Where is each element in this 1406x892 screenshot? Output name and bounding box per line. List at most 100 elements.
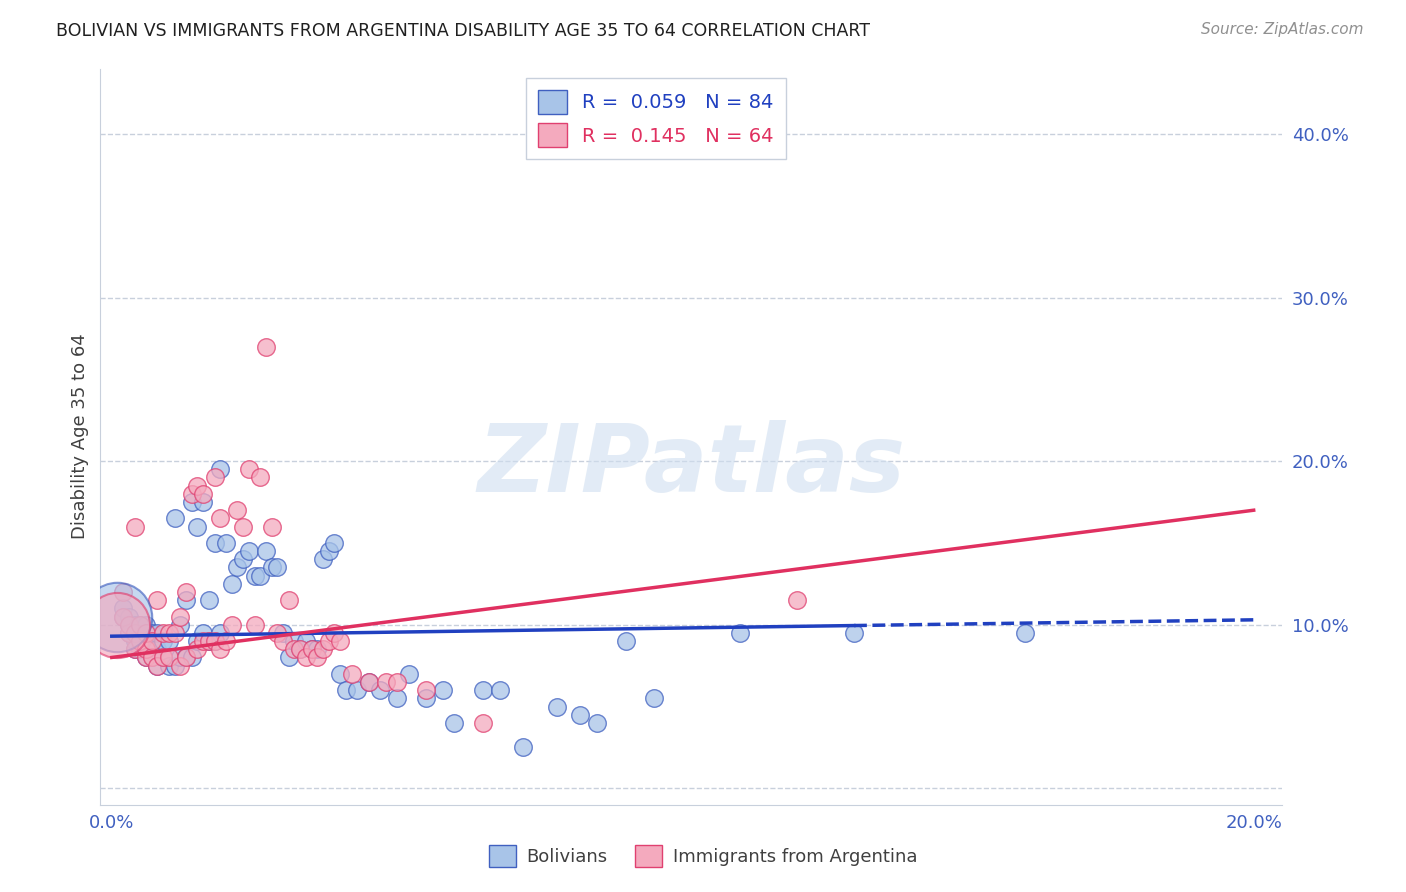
Point (124, 617, 146, 632)
Point (191, 495, 214, 509)
Point (135, 650, 157, 665)
Point (368, 683, 391, 698)
Point (221, 617, 243, 632)
Point (174, 650, 197, 665)
Point (146, 642, 169, 657)
Point (335, 683, 357, 698)
Point (301, 642, 323, 657)
Point (318, 634, 340, 648)
Point (157, 650, 180, 665)
Point (387, 675, 409, 690)
Point (295, 634, 318, 648)
Point (357, 675, 380, 690)
Point (152, 626, 174, 640)
Point (277, 593, 299, 607)
Point (180, 650, 202, 665)
Point (290, 642, 312, 657)
Point (471, 715, 494, 730)
Point (290, 642, 312, 657)
Point (215, 536, 238, 550)
Point (204, 634, 226, 648)
Point (157, 634, 180, 648)
Point (260, 560, 283, 574)
Point (318, 544, 340, 558)
Point (163, 626, 186, 640)
Point (238, 544, 260, 558)
Point (295, 650, 318, 665)
Point (209, 511, 232, 525)
Text: ZIPatlas: ZIPatlas (477, 420, 905, 512)
Point (129, 634, 152, 648)
Point (254, 544, 277, 558)
Point (118, 617, 141, 632)
Point (169, 609, 191, 624)
Point (329, 634, 352, 648)
Point (135, 642, 157, 657)
Point (266, 560, 288, 574)
Point (614, 634, 637, 648)
Point (271, 626, 294, 640)
Point (387, 691, 409, 706)
Point (163, 658, 186, 673)
Point (346, 683, 368, 698)
Point (124, 634, 146, 648)
Point (124, 626, 146, 640)
Point (643, 691, 665, 706)
Point (129, 642, 152, 657)
Point (135, 617, 157, 632)
Point (307, 650, 329, 665)
Point (271, 634, 294, 648)
Point (471, 683, 494, 698)
Y-axis label: Disability Age 35 to 64: Disability Age 35 to 64 (72, 334, 89, 540)
Point (283, 642, 305, 657)
Point (249, 470, 271, 484)
Point (186, 634, 208, 648)
Point (443, 715, 465, 730)
Point (198, 593, 221, 607)
Point (112, 609, 135, 624)
Point (249, 568, 271, 582)
Point (141, 650, 163, 665)
Point (546, 699, 568, 714)
Point (124, 642, 146, 657)
Point (266, 626, 288, 640)
Point (254, 340, 277, 354)
Point (152, 650, 174, 665)
Point (238, 462, 260, 476)
Point (191, 626, 214, 640)
Point (209, 626, 232, 640)
Point (209, 462, 232, 476)
Point (129, 617, 152, 632)
Point (728, 626, 751, 640)
Point (283, 634, 305, 648)
Point (415, 683, 437, 698)
Point (124, 642, 146, 657)
Point (169, 658, 191, 673)
Point (568, 707, 591, 722)
Point (374, 675, 396, 690)
Point (124, 519, 146, 533)
Point (340, 666, 363, 681)
Point (329, 666, 352, 681)
Point (232, 519, 254, 533)
Point (186, 478, 208, 492)
Point (112, 609, 135, 624)
Point (152, 634, 174, 648)
Point (112, 585, 135, 599)
Point (141, 634, 163, 648)
Point (169, 650, 191, 665)
Point (112, 601, 135, 615)
Point (243, 568, 266, 582)
Point (226, 560, 249, 574)
Point (163, 511, 186, 525)
Point (146, 593, 169, 607)
Point (174, 585, 197, 599)
Point (107, 609, 129, 624)
Point (243, 617, 266, 632)
Point (204, 536, 226, 550)
Point (323, 626, 346, 640)
Point (129, 626, 152, 640)
Point (135, 634, 157, 648)
Point (191, 634, 214, 648)
Point (232, 552, 254, 566)
